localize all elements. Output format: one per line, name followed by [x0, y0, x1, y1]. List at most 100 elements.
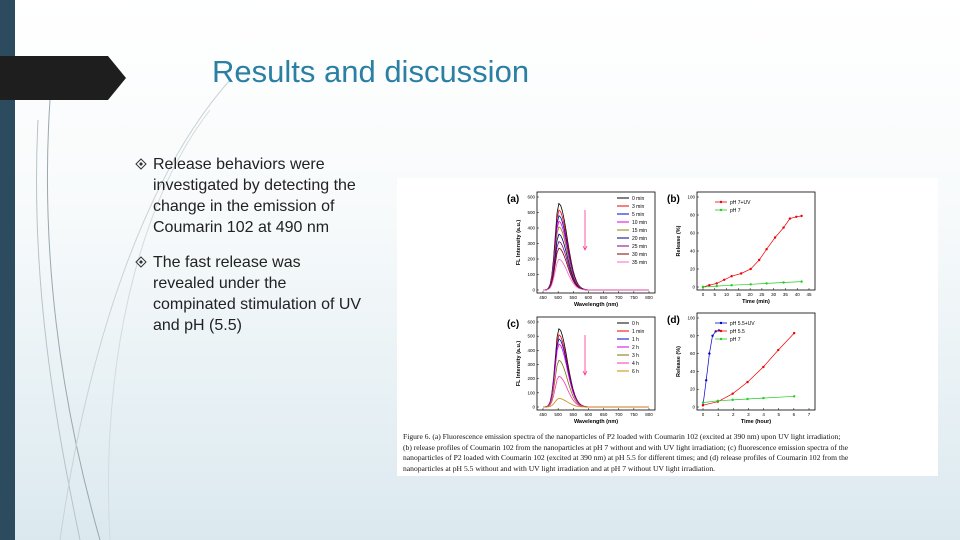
deco-line: [59, 79, 231, 540]
spectrum-curve: [543, 398, 649, 408]
bullet-line: and pH (5.5): [153, 317, 242, 334]
y-tick-label: 100: [687, 316, 695, 321]
legend-label: 1 h: [632, 337, 639, 343]
plot-frame: [696, 191, 816, 291]
y-axis-label: FL Intensity (a.u.): [516, 341, 522, 387]
x-tick-label: 1: [717, 412, 720, 417]
x-tick-label: 0: [702, 292, 705, 297]
bullet-icon: [135, 256, 147, 268]
release-point: [765, 248, 768, 251]
x-axis-label: Wavelength (nm): [574, 302, 618, 308]
x-tick-label: 600: [585, 412, 593, 417]
release-point: [715, 284, 718, 288]
panel: (d) 0 1 2 3 4 5 6 7 0 20 40 60 80 100 Time (hour) Releas…: [667, 312, 816, 425]
y-tick-label: 500: [527, 334, 535, 339]
y-tick-label: 200: [527, 257, 535, 262]
legend-label: 30 min: [632, 252, 647, 258]
release-point: [711, 334, 714, 337]
figure-panels: (a)450 500 550 600 650 700 750 8000100200300400…: [507, 191, 816, 425]
release-point: [800, 280, 803, 283]
deco-line: [46, 99, 101, 540]
legend-marker: [719, 329, 723, 333]
x-tick-label: 800: [645, 295, 653, 300]
release-point: [749, 267, 752, 271]
x-tick-label: 40: [795, 292, 801, 297]
caption-line: nanoparticles at pH 5.5 without and with…: [403, 463, 716, 473]
legend-marker: [719, 200, 723, 204]
x-tick-label: 3: [747, 412, 750, 417]
release-point: [730, 275, 733, 278]
figure-caption: Figure 6. (a) Fluorescence emission spec…: [403, 432, 933, 474]
y-tick-label: 20: [690, 267, 696, 272]
bullet-line: The fast release was: [153, 254, 301, 271]
figure: (a) 450 500 550 600 650 700 750 800 0 100 200 300 400…: [397, 178, 938, 476]
side-bar: [0, 0, 15, 540]
y-tick-label: 100: [527, 390, 535, 395]
x-axis-label: Time (hour): [741, 419, 771, 425]
x-tick-label: 45: [806, 292, 812, 297]
x-tick-label: 600: [585, 295, 593, 300]
bullet-text: Release behaviors were investigated by de…: [153, 154, 395, 238]
release-point: [782, 226, 785, 229]
release-curve: [702, 330, 719, 406]
y-tick-label: 300: [527, 241, 535, 246]
release-point: [731, 398, 734, 402]
y-tick-label: 80: [690, 213, 696, 218]
x-tick-label: 700: [615, 295, 623, 300]
deco-line: [35, 119, 81, 540]
legend-label: pH 7: [730, 208, 741, 214]
y-axis-label: Release (%): [676, 346, 682, 377]
spectrum-curve: [543, 375, 649, 408]
panel: (a) 450 500 550 600 650 700 750 800 0 100 200 300 400…: [507, 191, 656, 308]
release-point: [749, 283, 752, 286]
x-axis-label: Time (min): [742, 299, 770, 305]
y-tick-label: 600: [527, 195, 535, 200]
y-tick-label: 40: [690, 249, 696, 254]
y-tick-label: 500: [527, 210, 535, 215]
legend-label: 35 min: [632, 260, 647, 266]
x-tick-label: 700: [615, 412, 623, 417]
x-tick-label: 500: [554, 412, 562, 417]
y-tick-label: 40: [690, 369, 696, 374]
panel-label: (d): [667, 315, 680, 326]
bullet-line: Coumarin 102 at 490 nm: [153, 219, 330, 236]
spectrum-curve: [543, 359, 649, 408]
y-tick-label: 0: [532, 405, 535, 410]
legend-marker: [719, 337, 723, 341]
x-tick-label: 650: [600, 412, 608, 417]
legend-marker: [719, 321, 723, 325]
x-tick-label: 5: [777, 412, 780, 417]
spectrum-curve: [543, 258, 649, 291]
x-tick-label: 750: [630, 295, 638, 300]
legend-label: 0 h: [632, 321, 639, 327]
x-tick-label: 7: [808, 412, 811, 417]
x-tick-label: 15: [736, 292, 742, 297]
legend-label: 25 min: [632, 244, 647, 250]
bullet-line: compinated stimulation of UV: [153, 296, 362, 313]
legend-label: 10 min: [632, 220, 647, 226]
legend-label: 0 min: [632, 196, 644, 202]
legend-label: 3 min: [632, 204, 644, 210]
release-point: [731, 392, 734, 395]
x-tick-label: 650: [600, 295, 608, 300]
caption-line: (b) release profiles of Coumarin 102 fro…: [403, 442, 849, 452]
release-point: [782, 281, 785, 284]
release-point: [792, 331, 796, 335]
y-axis-label: Release (%): [676, 225, 682, 256]
plot-frame: [536, 191, 656, 294]
y-tick-label: 20: [690, 387, 696, 392]
x-tick-label: 4: [762, 412, 765, 417]
x-tick-label: 30: [771, 292, 777, 297]
y-tick-label: 0: [692, 405, 695, 410]
title-tab: [0, 56, 126, 100]
plot-frame: [696, 312, 816, 411]
x-tick-label: 750: [630, 412, 638, 417]
bullet-icon: [135, 158, 147, 170]
legend-label: 5 min: [632, 212, 644, 218]
release-point: [746, 397, 749, 401]
bullet-line: change in the emission of: [153, 198, 335, 215]
legend-label: 3 h: [632, 353, 639, 359]
legend-label: 1 min: [632, 329, 644, 335]
y-tick-label: 600: [527, 320, 535, 325]
y-tick-label: 0: [532, 288, 535, 293]
